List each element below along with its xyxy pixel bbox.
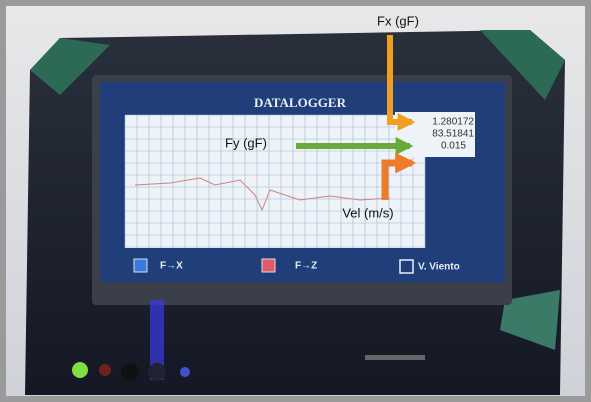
readout: 0.015: [441, 141, 466, 152]
legend-label: F→X: [160, 261, 183, 272]
led: [180, 367, 190, 377]
screen-title: DATALOGGER: [254, 95, 347, 110]
legend-swatch: [134, 259, 147, 272]
plot-area: [125, 115, 425, 248]
legend-swatch: [262, 259, 275, 272]
knob: [121, 363, 139, 381]
legend-label: V. Viento: [418, 262, 460, 273]
annotation: Fy (gF): [225, 135, 267, 150]
readout: 83.51841: [432, 129, 474, 140]
readout: 1.280172: [432, 117, 474, 128]
annotation: Fx (gF): [377, 13, 419, 28]
led: [72, 362, 88, 378]
knob: [148, 363, 166, 381]
slot: [365, 355, 425, 360]
annotation: Vel (m/s): [342, 205, 393, 220]
photo: DATALOGGER 1.280172 83.51841 0.015 F→X F…: [0, 0, 591, 402]
legend-label: F→Z: [295, 261, 317, 272]
led: [99, 364, 111, 376]
